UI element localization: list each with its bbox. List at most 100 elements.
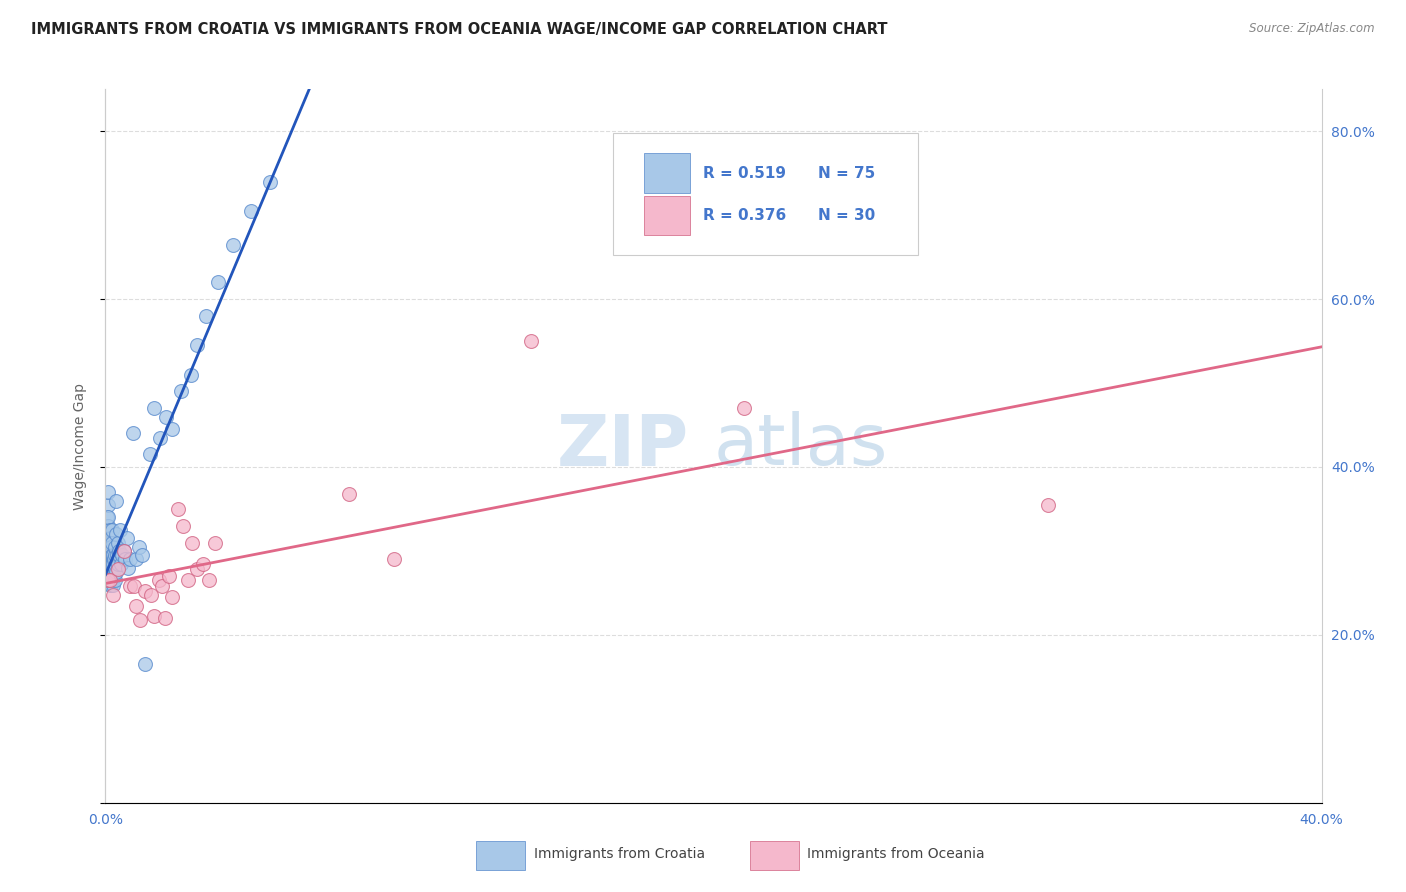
Text: atlas: atlas	[713, 411, 889, 481]
Point	[157, 569, 180, 583]
Point	[520, 334, 543, 348]
Point	[97, 569, 120, 583]
Point	[98, 560, 121, 574]
Point	[172, 518, 194, 533]
Point	[108, 548, 131, 562]
Point	[149, 431, 172, 445]
Point	[259, 175, 281, 189]
Text: Source: ZipAtlas.com: Source: ZipAtlas.com	[1250, 22, 1375, 36]
Point	[176, 574, 198, 588]
Point	[112, 544, 135, 558]
Text: N = 30: N = 30	[818, 209, 876, 223]
Point	[98, 532, 121, 546]
Point	[121, 426, 143, 441]
Point	[103, 574, 125, 588]
Point	[98, 574, 121, 588]
Point	[125, 552, 148, 566]
Point	[186, 338, 208, 352]
Point	[96, 510, 118, 524]
Point	[131, 548, 153, 562]
Point	[107, 557, 129, 571]
Point	[97, 548, 120, 562]
Point	[111, 548, 134, 562]
Point	[101, 577, 124, 591]
Point	[108, 544, 131, 558]
Point	[98, 523, 121, 537]
Point	[115, 532, 138, 546]
Point	[103, 569, 125, 583]
Text: Immigrants from Oceania: Immigrants from Oceania	[807, 847, 984, 861]
Point	[97, 485, 120, 500]
Point	[117, 560, 139, 574]
Point	[181, 535, 204, 549]
Point	[105, 565, 128, 579]
Point	[148, 574, 170, 588]
Point	[98, 535, 121, 549]
Text: R = 0.376: R = 0.376	[703, 209, 786, 223]
Point	[134, 584, 156, 599]
Point	[100, 540, 122, 554]
Point	[100, 548, 122, 562]
Point	[110, 557, 132, 571]
Point	[98, 574, 121, 588]
Bar	[644, 196, 690, 235]
Point	[98, 548, 121, 562]
Point	[105, 548, 128, 562]
Point	[162, 590, 184, 604]
Point	[100, 523, 122, 537]
Point	[128, 540, 150, 554]
Text: Immigrants from Croatia: Immigrants from Croatia	[533, 847, 704, 861]
Point	[103, 548, 125, 562]
Point	[194, 309, 217, 323]
Point	[101, 552, 124, 566]
Point	[186, 562, 208, 576]
Bar	[477, 841, 524, 870]
Point	[98, 552, 121, 566]
Point	[96, 540, 118, 554]
Text: R = 0.519: R = 0.519	[703, 166, 786, 180]
Point	[382, 552, 405, 566]
Point	[101, 588, 124, 602]
Bar	[749, 841, 799, 870]
Point	[124, 579, 146, 593]
Point	[204, 535, 226, 549]
Point	[108, 523, 131, 537]
Text: ZIP: ZIP	[557, 411, 689, 481]
Point	[101, 569, 124, 583]
Point	[104, 560, 127, 574]
Point	[100, 532, 122, 546]
Point	[150, 579, 173, 593]
Point	[155, 409, 177, 424]
Point	[118, 552, 141, 566]
Point	[162, 422, 184, 436]
Point	[337, 487, 360, 501]
Point	[198, 574, 221, 588]
Point	[101, 557, 124, 571]
Point	[100, 557, 122, 571]
Point	[191, 557, 214, 571]
Point	[129, 613, 152, 627]
Point	[97, 510, 120, 524]
Point	[134, 657, 156, 672]
Bar	[644, 153, 690, 193]
Point	[103, 548, 125, 562]
Point	[101, 535, 124, 549]
Point	[153, 611, 176, 625]
Text: N = 75: N = 75	[818, 166, 876, 180]
Point	[97, 518, 120, 533]
Point	[97, 574, 120, 588]
Point	[97, 498, 120, 512]
Point	[97, 544, 120, 558]
Point	[114, 552, 136, 566]
Point	[138, 447, 160, 461]
Point	[180, 368, 202, 382]
Point	[98, 577, 121, 591]
Point	[100, 565, 122, 579]
Text: IMMIGRANTS FROM CROATIA VS IMMIGRANTS FROM OCEANIA WAGE/INCOME GAP CORRELATION C: IMMIGRANTS FROM CROATIA VS IMMIGRANTS FR…	[31, 22, 887, 37]
Point	[103, 552, 125, 566]
Point	[139, 588, 162, 602]
Point	[107, 562, 129, 576]
Point	[170, 384, 193, 399]
Point	[107, 535, 129, 549]
Point	[100, 574, 122, 588]
